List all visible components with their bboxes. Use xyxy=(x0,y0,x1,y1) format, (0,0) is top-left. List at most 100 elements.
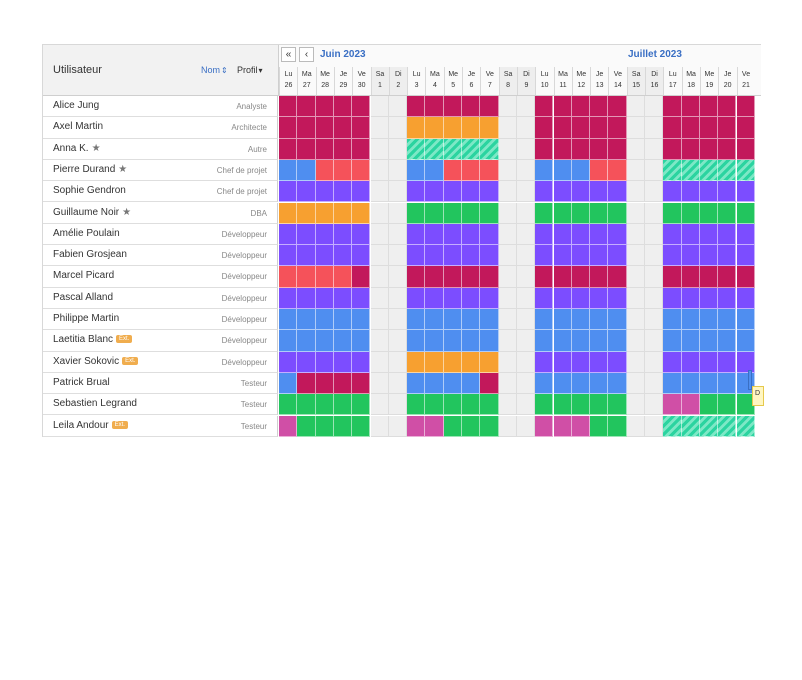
assignment-cell[interactable] xyxy=(407,394,426,416)
assignment-cell[interactable] xyxy=(352,415,371,437)
assignment-cell[interactable] xyxy=(571,351,591,373)
assignment-cell[interactable] xyxy=(279,181,298,203)
user-row[interactable]: Sebastien Legrand Testeur xyxy=(43,394,278,416)
assignment-cell[interactable] xyxy=(571,266,591,288)
assignment-cell[interactable] xyxy=(663,287,682,309)
assignment-cell[interactable] xyxy=(608,159,627,182)
assignment-cell[interactable] xyxy=(352,138,371,160)
assignment-cell[interactable] xyxy=(480,330,499,352)
assignment-cell[interactable] xyxy=(553,415,572,437)
assignment-cell[interactable] xyxy=(571,415,591,437)
assignment-cell[interactable] xyxy=(553,330,572,352)
assignment-cell[interactable] xyxy=(736,330,755,352)
assignment-cell[interactable] xyxy=(297,287,316,309)
assignment-cell[interactable] xyxy=(718,96,737,118)
assignment-cell[interactable] xyxy=(663,117,682,139)
assignment-cell[interactable] xyxy=(553,117,572,139)
assignment-cell[interactable] xyxy=(297,202,316,224)
assignment-cell[interactable] xyxy=(571,138,591,160)
assignment-cell[interactable] xyxy=(443,372,462,395)
assignment-cell[interactable] xyxy=(553,202,572,224)
assignment-cell[interactable] xyxy=(718,117,737,139)
assignment-cell[interactable] xyxy=(590,266,609,288)
assignment-cell[interactable] xyxy=(590,202,609,224)
assignment-cell[interactable] xyxy=(608,266,627,288)
assignment-cell[interactable] xyxy=(279,330,298,352)
assignment-cell[interactable] xyxy=(699,202,719,224)
assignment-cell[interactable] xyxy=(590,117,609,139)
assignment-cell[interactable] xyxy=(718,351,737,373)
assignment-cell[interactable] xyxy=(333,181,353,203)
assignment-cell[interactable] xyxy=(297,159,316,182)
assignment-cell[interactable] xyxy=(608,351,627,373)
assignment-cell[interactable] xyxy=(535,181,554,203)
assignment-cell[interactable] xyxy=(443,159,462,182)
assignment-cell[interactable] xyxy=(535,117,554,139)
assignment-cell[interactable] xyxy=(663,415,682,437)
user-row[interactable]: Alice Jung Analyste xyxy=(43,96,278,118)
assignment-cell[interactable] xyxy=(279,245,298,267)
assignment-cell[interactable] xyxy=(590,96,609,118)
assignment-cell[interactable] xyxy=(297,372,316,395)
assignment-cell[interactable] xyxy=(480,223,499,246)
assignment-cell[interactable] xyxy=(352,223,371,246)
assignment-cell[interactable] xyxy=(663,96,682,118)
assignment-cell[interactable] xyxy=(535,309,554,331)
assignment-cell[interactable] xyxy=(590,223,609,246)
assignment-cell[interactable] xyxy=(407,309,426,331)
assignment-cell[interactable] xyxy=(352,266,371,288)
assignment-cell[interactable] xyxy=(681,159,700,182)
assignment-cell[interactable] xyxy=(608,138,627,160)
nav-first-button[interactable]: « xyxy=(281,47,296,62)
assignment-cell[interactable] xyxy=(425,223,444,246)
assignment-cell[interactable] xyxy=(407,330,426,352)
assignment-cell[interactable] xyxy=(315,351,334,373)
assignment-cell[interactable] xyxy=(480,202,499,224)
assignment-cell[interactable] xyxy=(425,138,444,160)
assignment-cell[interactable] xyxy=(407,351,426,373)
assignment-cell[interactable] xyxy=(443,202,462,224)
user-row[interactable]: Anna K. ★ Autre xyxy=(43,138,278,160)
assignment-cell[interactable] xyxy=(699,223,719,246)
assignment-cell[interactable] xyxy=(425,159,444,182)
assignment-cell[interactable] xyxy=(462,372,481,395)
assignment-cell[interactable] xyxy=(699,309,719,331)
assignment-cell[interactable] xyxy=(462,117,481,139)
assignment-cell[interactable] xyxy=(443,138,462,160)
assignment-cell[interactable] xyxy=(480,117,499,139)
assignment-cell[interactable] xyxy=(699,415,719,437)
sort-by-profile-button[interactable]: Profil▾ xyxy=(237,65,263,75)
assignment-cell[interactable] xyxy=(333,245,353,267)
assignment-cell[interactable] xyxy=(571,117,591,139)
assignment-cell[interactable] xyxy=(681,415,700,437)
assignment-cell[interactable] xyxy=(315,202,334,224)
assignment-cell[interactable] xyxy=(681,309,700,331)
assignment-cell[interactable] xyxy=(352,181,371,203)
assignment-cell[interactable] xyxy=(571,245,591,267)
assignment-cell[interactable] xyxy=(297,266,316,288)
assignment-cell[interactable] xyxy=(279,159,298,182)
assignment-cell[interactable] xyxy=(315,223,334,246)
assignment-cell[interactable] xyxy=(590,138,609,160)
assignment-cell[interactable] xyxy=(480,415,499,437)
assignment-cell[interactable] xyxy=(407,223,426,246)
assignment-cell[interactable] xyxy=(443,415,462,437)
assignment-cell[interactable] xyxy=(608,309,627,331)
assignment-cell[interactable] xyxy=(663,159,682,182)
assignment-cell[interactable] xyxy=(736,202,755,224)
assignment-cell[interactable] xyxy=(297,415,316,437)
assignment-cell[interactable] xyxy=(571,309,591,331)
user-row[interactable]: Axel Martin Architecte xyxy=(43,117,278,139)
user-row[interactable]: Leila Andour Ext. Testeur xyxy=(43,415,278,437)
assignment-cell[interactable] xyxy=(315,330,334,352)
assignment-cell[interactable] xyxy=(535,245,554,267)
assignment-cell[interactable] xyxy=(279,394,298,416)
assignment-cell[interactable] xyxy=(718,287,737,309)
assignment-cell[interactable] xyxy=(553,96,572,118)
user-row[interactable]: Amélie Poulain Développeur xyxy=(43,223,278,246)
assignment-cell[interactable] xyxy=(443,351,462,373)
user-row[interactable]: Fabien Grosjean Développeur xyxy=(43,245,278,267)
assignment-cell[interactable] xyxy=(480,159,499,182)
assignment-cell[interactable] xyxy=(571,223,591,246)
assignment-cell[interactable] xyxy=(681,138,700,160)
